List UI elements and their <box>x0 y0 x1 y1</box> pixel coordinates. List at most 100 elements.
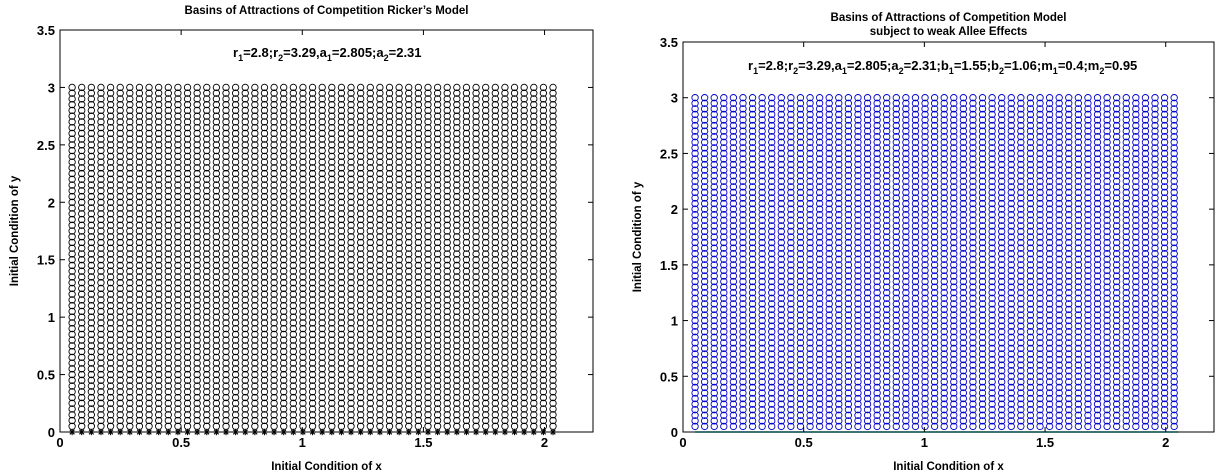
data-point <box>135 411 144 419</box>
data-point <box>106 261 115 270</box>
data-point <box>145 365 153 373</box>
data-point <box>231 284 240 293</box>
data-point <box>183 169 192 178</box>
data-point <box>260 192 269 201</box>
data-point <box>270 233 278 241</box>
data-point <box>164 359 172 367</box>
data-point <box>78 388 86 396</box>
data-point <box>260 89 269 97</box>
data-point <box>126 135 134 143</box>
data-point <box>212 89 221 97</box>
data-point <box>135 330 144 339</box>
data-point <box>280 336 288 344</box>
data-point <box>97 175 105 183</box>
data-point <box>164 238 172 247</box>
data-point <box>280 342 288 350</box>
data-point <box>135 347 144 356</box>
data-point <box>135 164 144 172</box>
data-point <box>97 198 105 206</box>
data-point <box>231 215 240 224</box>
data-point <box>174 204 182 212</box>
data-point <box>164 393 172 402</box>
data-point <box>135 244 144 252</box>
data-point <box>145 376 153 384</box>
data-point <box>97 256 105 264</box>
data-point <box>145 313 153 321</box>
data-point <box>78 330 86 339</box>
data-point <box>135 296 144 304</box>
data-point <box>164 175 172 183</box>
data-point <box>270 141 278 149</box>
data-point <box>97 342 105 350</box>
data-point <box>78 198 86 206</box>
data-point <box>126 388 134 396</box>
data-point <box>78 324 86 333</box>
data-point <box>155 290 163 298</box>
data-point <box>87 411 96 419</box>
data-point <box>68 411 76 419</box>
data-point <box>145 123 153 132</box>
data-point <box>270 399 278 407</box>
data-point <box>116 296 124 304</box>
data-point <box>155 279 163 287</box>
data-point <box>135 141 144 149</box>
data-point <box>155 261 163 270</box>
data-point <box>174 393 182 402</box>
x-tick-label: 1 <box>299 435 306 450</box>
data-point <box>193 302 201 310</box>
data-point <box>116 376 124 384</box>
data-point <box>231 164 240 172</box>
data-point <box>135 192 144 201</box>
data-point <box>68 227 76 235</box>
data-point <box>164 146 172 155</box>
data-point <box>145 273 153 281</box>
data-point <box>203 267 211 275</box>
data-point <box>97 221 105 229</box>
data-point <box>231 187 240 195</box>
data-point <box>183 83 192 92</box>
data-point <box>203 95 211 103</box>
data-point <box>106 158 115 166</box>
data-point <box>251 169 259 178</box>
data-point <box>183 273 192 281</box>
data-point <box>203 112 211 120</box>
data-point <box>241 365 249 373</box>
data-point <box>78 250 86 258</box>
data-point <box>145 411 153 419</box>
data-point <box>222 192 230 201</box>
data-point <box>106 112 115 120</box>
data-point <box>241 227 249 235</box>
data-point <box>78 319 86 327</box>
data-point <box>145 359 153 367</box>
data-point <box>174 411 182 419</box>
data-point <box>78 290 86 298</box>
data-point <box>260 290 269 298</box>
data-point <box>231 370 240 379</box>
data-point <box>203 227 211 235</box>
data-point <box>241 411 249 419</box>
data-point <box>193 388 201 396</box>
data-point <box>260 112 269 120</box>
data-point <box>126 83 134 92</box>
data-point <box>106 405 115 413</box>
data-point <box>231 158 240 166</box>
data-point <box>106 250 115 258</box>
data-point <box>87 359 96 367</box>
data-point <box>251 273 259 281</box>
data-point <box>212 187 221 195</box>
data-point <box>203 336 211 344</box>
data-point <box>116 393 124 402</box>
data-point <box>87 290 96 298</box>
data-point <box>212 198 221 206</box>
data-point <box>251 192 259 201</box>
data-point <box>241 204 249 212</box>
data-point <box>126 101 134 109</box>
data-point <box>97 296 105 304</box>
data-point <box>193 164 201 172</box>
data-point <box>231 313 240 321</box>
data-point <box>270 227 278 235</box>
data-point <box>126 89 134 97</box>
data-point <box>78 411 86 419</box>
data-point <box>203 405 211 413</box>
data-point <box>241 158 249 166</box>
